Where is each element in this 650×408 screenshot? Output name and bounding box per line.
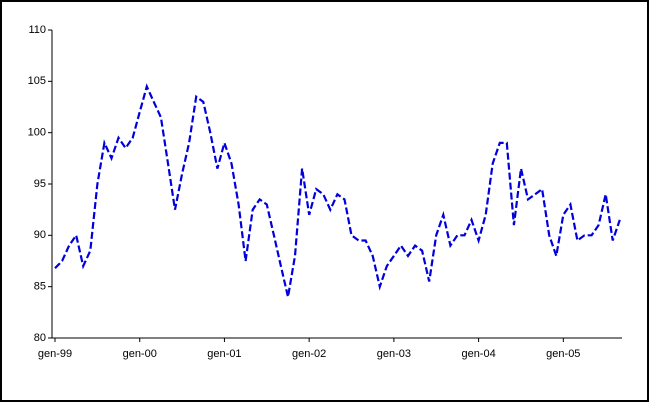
x-tick-label: gen-00	[123, 348, 157, 360]
x-tick-label: gen-01	[207, 348, 241, 360]
y-tick-label: 80	[34, 332, 46, 344]
y-tick-label: 110	[28, 24, 46, 36]
x-tick-label: gen-05	[546, 348, 580, 360]
data-line	[54, 83, 621, 298]
x-tick-label: gen-04	[461, 348, 495, 360]
y-tick-label: 90	[34, 229, 46, 241]
x-tick-label: gen-02	[292, 348, 326, 360]
x-tick-label: gen-03	[377, 348, 411, 360]
y-tick-label: 100	[28, 127, 46, 139]
y-tick-label: 105	[28, 75, 46, 87]
x-tick-label: gen-99	[38, 348, 72, 360]
y-tick-label: 95	[34, 178, 46, 190]
y-tick-label: 85	[34, 281, 46, 293]
